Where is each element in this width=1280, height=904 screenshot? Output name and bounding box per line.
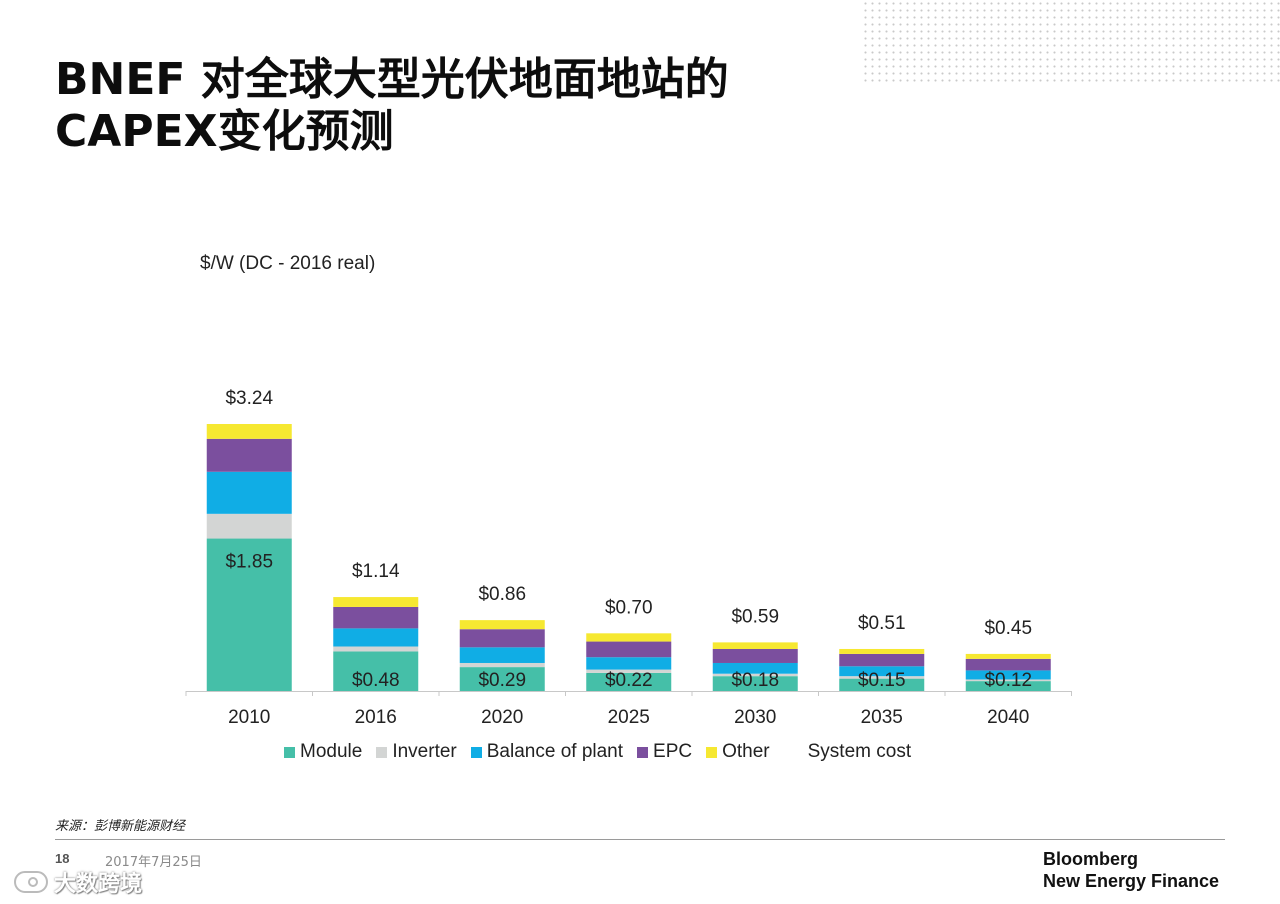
x-tick-label: 2025 bbox=[608, 707, 650, 728]
watermark: 大数跨境 bbox=[14, 866, 142, 898]
footer-divider bbox=[55, 839, 1225, 840]
bar-segment-module bbox=[586, 672, 672, 691]
brand-line-1: Bloomberg bbox=[1043, 849, 1139, 869]
chart-legend: Module Inverter Balance of plant EPC Other Sy… bbox=[284, 741, 925, 763]
footer-date: 2017年7月25日 bbox=[105, 855, 202, 870]
total-value-label: $0.45 bbox=[984, 618, 1032, 639]
legend-swatch bbox=[637, 746, 649, 758]
bar-segment-inverter bbox=[712, 673, 798, 677]
x-tick-label: 2010 bbox=[228, 707, 270, 728]
total-value-label: $0.59 bbox=[731, 606, 779, 627]
module-value-label: $0.29 bbox=[478, 670, 526, 691]
legend-item: EPC bbox=[637, 741, 692, 763]
page-title: BNEF 对全球大型光伏地面地站的 CAPEX变化预测 bbox=[55, 54, 815, 158]
legend-swatch bbox=[376, 746, 388, 758]
title-line-2: CAPEX变化预测 bbox=[55, 106, 394, 157]
module-value-label: $0.15 bbox=[858, 670, 906, 691]
total-value-label: $1.14 bbox=[352, 561, 400, 582]
brand-logo-text: Bloomberg New Energy Finance bbox=[1043, 848, 1219, 892]
unit-label: $/W (DC - 2016 real) bbox=[200, 253, 376, 274]
total-value-label: $0.86 bbox=[478, 584, 526, 605]
bar-segment-balance-of-plant bbox=[206, 471, 292, 514]
x-tick-label: 2016 bbox=[355, 707, 397, 728]
title-line-1: BNEF 对全球大型光伏地面地站的 bbox=[55, 54, 729, 105]
bar-segment-other bbox=[333, 597, 419, 607]
bar-segment-module bbox=[965, 681, 1051, 691]
module-value-label: $1.85 bbox=[225, 552, 273, 573]
bar-segment-inverter bbox=[206, 513, 292, 539]
module-value-label: $0.48 bbox=[352, 670, 400, 691]
bar-segment-module bbox=[459, 667, 545, 691]
legend-label: Balance of plant bbox=[486, 741, 624, 762]
watermark-logo-icon bbox=[14, 871, 48, 893]
bar-segment-epc bbox=[586, 641, 672, 658]
legend-item: Inverter bbox=[376, 741, 457, 763]
bar-segment-other bbox=[459, 620, 545, 630]
module-value-label: $0.12 bbox=[984, 670, 1032, 691]
bar-segment-balance-of-plant bbox=[333, 628, 419, 647]
bar-segment-balance-of-plant bbox=[839, 666, 925, 677]
legend-swatch bbox=[470, 746, 482, 758]
total-value-label: $0.51 bbox=[858, 613, 906, 634]
decorative-dot-grid bbox=[862, 0, 1280, 82]
bar-segment-inverter bbox=[839, 676, 925, 679]
legend-item: Other bbox=[706, 741, 770, 763]
x-tick-label: 2040 bbox=[987, 707, 1029, 728]
bar-segment-balance-of-plant bbox=[459, 647, 545, 663]
bar-segment-other bbox=[206, 424, 292, 439]
legend-item: Balance of plant bbox=[470, 741, 624, 763]
bar-segment-inverter bbox=[965, 679, 1051, 682]
legend-item: System cost bbox=[808, 741, 911, 763]
brand-line-2: New Energy Finance bbox=[1043, 871, 1220, 891]
x-tick-label: 2020 bbox=[481, 707, 523, 728]
bar-segment-balance-of-plant bbox=[712, 662, 798, 674]
legend-label: EPC bbox=[653, 741, 693, 762]
legend-swatch bbox=[284, 746, 295, 758]
bar-segment-module bbox=[839, 678, 925, 691]
total-value-label: $0.70 bbox=[605, 597, 653, 618]
bar-segment-epc bbox=[333, 606, 419, 629]
bar-segment-module bbox=[712, 676, 798, 691]
bar-segment-balance-of-plant bbox=[965, 670, 1051, 680]
bar-segment-epc bbox=[839, 653, 925, 667]
bar-segment-inverter bbox=[333, 646, 419, 652]
legend-label: Module bbox=[300, 741, 363, 762]
legend-item: Module bbox=[284, 741, 362, 763]
legend-label: Other bbox=[722, 741, 770, 762]
bar-segment-inverter bbox=[586, 669, 672, 673]
module-value-label: $0.22 bbox=[605, 670, 653, 691]
module-value-label: $0.18 bbox=[731, 670, 779, 691]
bar-segment-epc bbox=[206, 438, 292, 472]
page-number: 18 bbox=[55, 851, 70, 866]
bar-segment-module bbox=[333, 651, 419, 691]
bar-segment-inverter bbox=[459, 662, 545, 668]
bar-segment-other bbox=[965, 653, 1051, 659]
bar-segment-other bbox=[586, 633, 672, 642]
legend-label: Inverter bbox=[392, 741, 457, 762]
legend-label: System cost bbox=[807, 741, 912, 762]
bar-segment-epc bbox=[459, 629, 545, 648]
legend-swatch bbox=[706, 746, 718, 758]
x-tick-label: 2030 bbox=[734, 707, 776, 728]
watermark-text: 大数跨境 bbox=[54, 872, 143, 897]
bar-segment-epc bbox=[712, 648, 798, 663]
bar-segment-other bbox=[712, 642, 798, 649]
bar-segment-module bbox=[206, 538, 292, 691]
x-tick-label: 2035 bbox=[861, 707, 903, 728]
bar-segment-balance-of-plant bbox=[586, 657, 672, 670]
total-value-label: $3.24 bbox=[225, 388, 273, 409]
source-note: 来源：彭博新能源财经 bbox=[55, 819, 186, 834]
bar-segment-epc bbox=[965, 658, 1051, 671]
bar-segment-other bbox=[839, 648, 925, 654]
